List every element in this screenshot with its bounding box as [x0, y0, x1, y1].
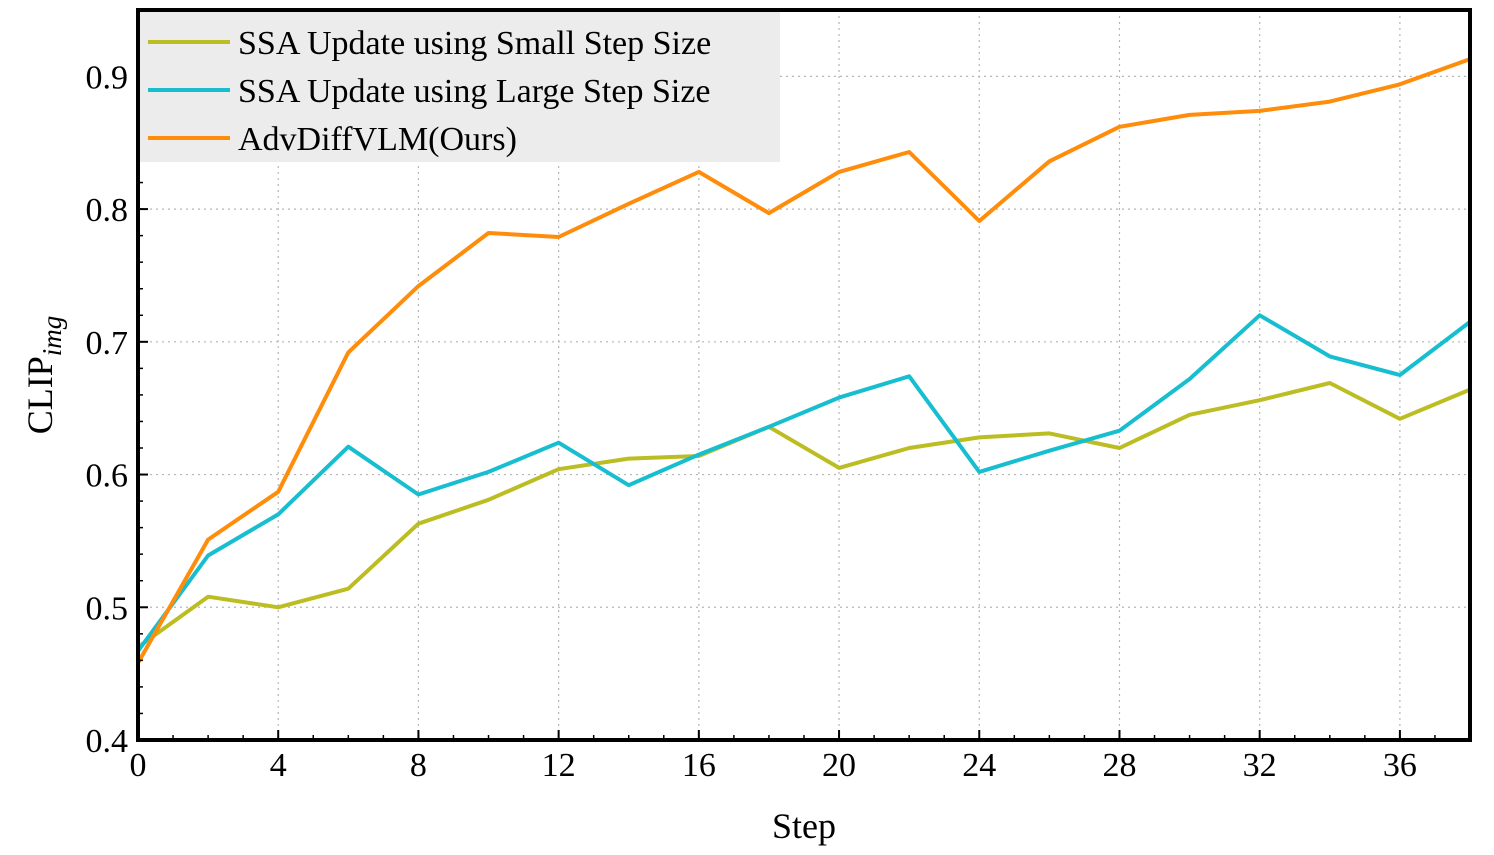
y-tick-label: 0.6: [86, 458, 129, 495]
x-tick-label: 24: [962, 747, 996, 784]
legend-label-3: AdvDiffVLM(Ours): [238, 121, 517, 158]
series-line-3: [136, 57, 1472, 665]
series-line-1: [136, 381, 1472, 650]
x-tick-label: 16: [682, 747, 716, 784]
legend-background: [140, 12, 780, 162]
legend: SSA Update using Small Step Size SSA Upda…: [140, 12, 780, 162]
y-axis-title: CLIPimg: [20, 316, 67, 435]
x-tick-label: 12: [542, 747, 576, 784]
x-tick-label: 20: [822, 747, 856, 784]
y-tick-label: 0.5: [86, 590, 129, 627]
y-tick-label: 0.9: [86, 59, 129, 96]
x-tick-label: 28: [1102, 747, 1136, 784]
x-tick-label: 4: [270, 747, 287, 784]
y-axis-title-main: CLIP: [20, 356, 60, 434]
x-tick-label: 32: [1243, 747, 1277, 784]
series-line-2: [136, 313, 1472, 654]
x-tick-label: 8: [410, 747, 427, 784]
x-axis-title: Step: [772, 806, 836, 846]
y-axis-title-subscript: img: [37, 316, 67, 357]
y-tick-label: 0.4: [86, 723, 129, 760]
x-tick-label: 0: [130, 747, 147, 784]
series-lines: [136, 57, 1472, 665]
legend-label-1: SSA Update using Small Step Size: [238, 25, 711, 62]
y-tick-label: 0.8: [86, 192, 129, 229]
legend-label-2: SSA Update using Large Step Size: [238, 73, 711, 110]
x-tick-label: 36: [1383, 747, 1417, 784]
y-tick-label: 0.7: [86, 325, 129, 362]
axis-ticks: 0.4 0.5 0.6 0.7 0.8 0.9 0 4 8 12 16 20 24 28 32 36: [86, 22, 1471, 784]
